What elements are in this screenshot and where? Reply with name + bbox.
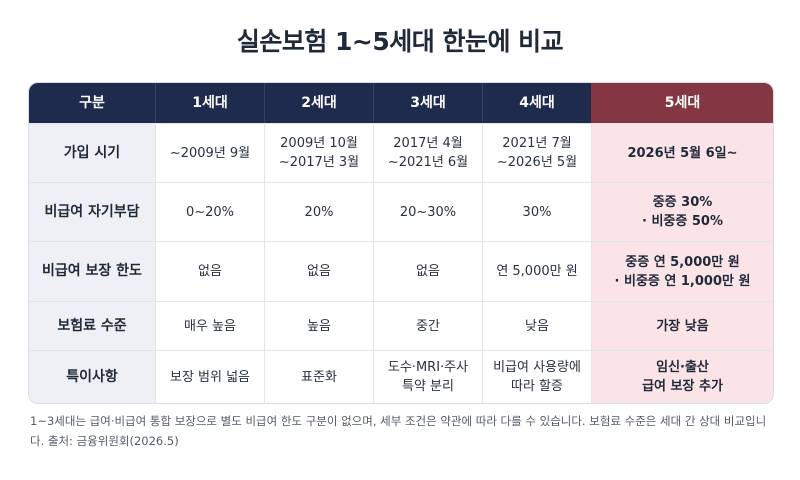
cell-gen5: 중증 연 5,000만 원 · 비중증 연 1,000만 원 [591, 242, 773, 301]
cell-gen1: 없음 [155, 242, 264, 301]
cell-gen1: 0~20% [155, 183, 264, 241]
cell-gen2: 없음 [264, 242, 373, 301]
page-title: 실손보험 1~5세대 한눈에 비교 [236, 27, 564, 56]
cell-gen4: 2021년 7월 ~2026년 5월 [482, 124, 591, 182]
comparison-table: 구분 1세대 2세대 3세대 4세대 5세대 가입 시기 ~2009년 9월 2… [28, 82, 774, 404]
cell-gen5: 임신·출산 급여 보장 추가 [591, 351, 773, 403]
cell-gen1: 보장 범위 넓음 [155, 351, 264, 403]
cell-gen3: 없음 [373, 242, 482, 301]
cell-gen5: 2026년 5월 6일~ [591, 124, 773, 182]
cell-gen3: 중간 [373, 302, 482, 350]
row-label: 보험료 수준 [29, 302, 155, 350]
header-gen5: 5세대 [591, 83, 773, 123]
cell-gen5: 가장 낮음 [591, 302, 773, 350]
cell-gen4: 낮음 [482, 302, 591, 350]
header-gen2: 2세대 [264, 83, 373, 123]
row-label: 가입 시기 [29, 124, 155, 182]
cell-gen2: 20% [264, 183, 373, 241]
header-category: 구분 [29, 83, 155, 123]
cell-gen2: 높음 [264, 302, 373, 350]
cell-gen4: 30% [482, 183, 591, 241]
row-label: 비급여 자기부담 [29, 183, 155, 241]
cell-gen4: 비급여 사용량에 따라 할증 [482, 351, 591, 403]
cell-gen1: ~2009년 9월 [155, 124, 264, 182]
cell-gen2: 표준화 [264, 351, 373, 403]
cell-gen5: 중증 30% · 비중증 50% [591, 183, 773, 241]
table-row-notes: 특이사항 보장 범위 넓음 표준화 도수·MRI·주사 특약 분리 비급여 사용… [29, 350, 773, 403]
cell-gen3: 20~30% [373, 183, 482, 241]
row-label: 비급여 보장 한도 [29, 242, 155, 301]
header-gen1: 1세대 [155, 83, 264, 123]
table-row-enrollment-period: 가입 시기 ~2009년 9월 2009년 10월 ~2017년 3월 2017… [29, 123, 773, 182]
header-gen3: 3세대 [373, 83, 482, 123]
table-header-row: 구분 1세대 2세대 3세대 4세대 5세대 [29, 83, 773, 123]
cell-gen4: 연 5,000만 원 [482, 242, 591, 301]
row-label: 특이사항 [29, 351, 155, 403]
cell-gen3: 도수·MRI·주사 특약 분리 [373, 351, 482, 403]
table-row-premium-level: 보험료 수준 매우 높음 높음 중간 낮음 가장 낮음 [29, 301, 773, 350]
cell-gen2: 2009년 10월 ~2017년 3월 [264, 124, 373, 182]
cell-gen3: 2017년 4월 ~2021년 6월 [373, 124, 482, 182]
cell-gen1: 매우 높음 [155, 302, 264, 350]
table-row-coverage-limit: 비급여 보장 한도 없음 없음 없음 연 5,000만 원 중증 연 5,000… [29, 241, 773, 301]
footnote: 1~3세대는 급여·비급여 통합 보장으로 별도 비급여 한도 구분이 없으며,… [30, 414, 767, 448]
table-row-copay: 비급여 자기부담 0~20% 20% 20~30% 30% 중증 30% · 비… [29, 182, 773, 241]
header-gen4: 4세대 [482, 83, 591, 123]
